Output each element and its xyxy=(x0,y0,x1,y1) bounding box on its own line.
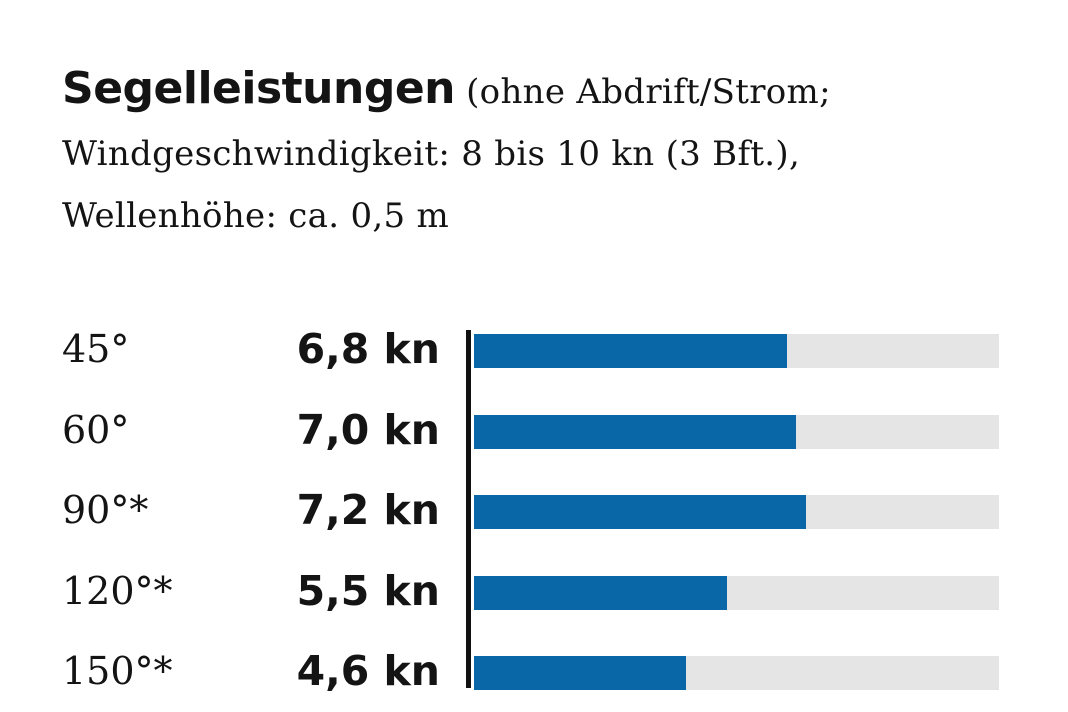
bar xyxy=(474,575,727,610)
chart-title: Segelleistungen (ohne Abdrift/Strom; Win… xyxy=(62,58,1052,247)
category-label: 90°* xyxy=(62,488,149,532)
axis-line xyxy=(466,330,471,688)
bar-chart: 45° 6,8 kn 60° 7,0 kn 90°* 7,2 kn 120°* 5,5 kn 1… xyxy=(0,318,1068,698)
bar-track xyxy=(474,414,999,449)
bar-track xyxy=(474,575,999,610)
category-label: 60° xyxy=(62,407,130,452)
value-label: 4,6 kn xyxy=(296,647,440,695)
category-label: 120°* xyxy=(62,568,173,613)
bar xyxy=(474,495,806,529)
category-label: 150°* xyxy=(62,649,173,693)
bar xyxy=(474,656,686,690)
title-bold: Segelleistungen xyxy=(62,63,456,114)
value-label: 7,2 kn xyxy=(296,486,440,534)
bar-track xyxy=(474,495,999,529)
value-label: 7,0 kn xyxy=(296,405,440,454)
title-subtitle-part1: (ohne Abdrift/Strom; xyxy=(466,72,831,112)
bar xyxy=(474,414,796,449)
title-subtitle-line3: Wellenhöhe: ca. 0,5 m xyxy=(62,196,450,236)
value-label: 6,8 kn xyxy=(296,325,440,373)
title-subtitle-line2: Windgeschwindigkeit: 8 bis 10 kn (3 Bft.… xyxy=(62,134,801,174)
bar xyxy=(474,334,787,368)
bar-track xyxy=(474,656,999,690)
category-label: 45° xyxy=(62,327,130,371)
bar-track xyxy=(474,334,999,368)
value-label: 5,5 kn xyxy=(296,566,440,615)
